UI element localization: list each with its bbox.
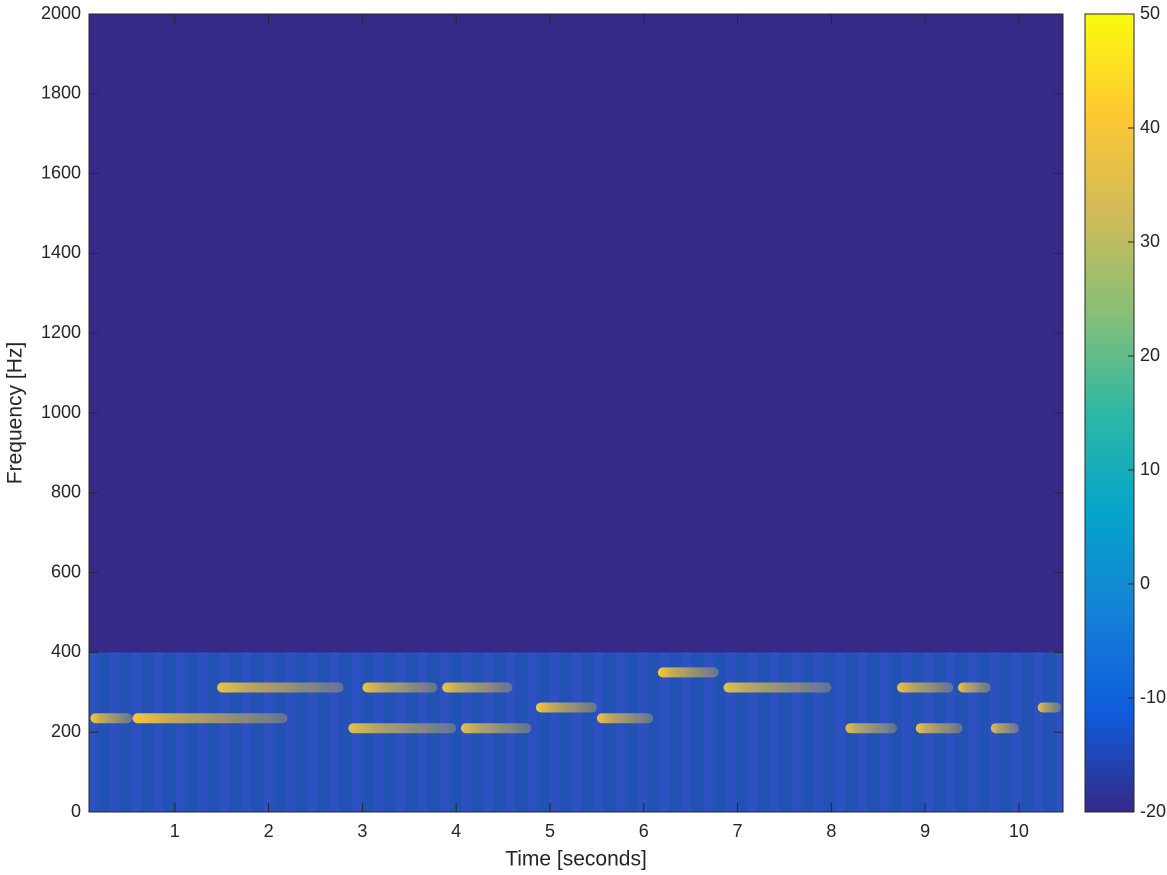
x-tick-label: 9 xyxy=(920,821,930,841)
colorbar-tick-label: 30 xyxy=(1140,231,1160,251)
colorbar-tick-label: -10 xyxy=(1140,687,1166,707)
note xyxy=(348,723,457,734)
note xyxy=(132,713,288,724)
y-tick-label: 1000 xyxy=(41,402,81,422)
note xyxy=(957,682,991,693)
note xyxy=(442,682,513,693)
x-tick-label: 7 xyxy=(733,821,743,841)
colorbar-tick-label: 50 xyxy=(1140,3,1160,23)
y-tick-label: 1800 xyxy=(41,83,81,103)
x-tick-label: 6 xyxy=(639,821,649,841)
note xyxy=(596,713,654,724)
colorbar-tick-label: 10 xyxy=(1140,459,1160,479)
colorbar-tick-label: 40 xyxy=(1140,117,1160,137)
x-axis-label: Time [seconds] xyxy=(505,848,647,871)
note xyxy=(723,682,832,693)
x-tick-label: 5 xyxy=(545,821,555,841)
note xyxy=(1037,702,1062,713)
y-tick-label: 2000 xyxy=(41,3,81,23)
note xyxy=(535,702,597,713)
note xyxy=(657,667,719,678)
note xyxy=(896,682,954,693)
note xyxy=(90,713,133,724)
x-tick-label: 3 xyxy=(357,821,367,841)
colorbar xyxy=(1084,13,1135,813)
y-axis-label: Frequency [Hz] xyxy=(4,342,27,484)
note xyxy=(362,682,438,693)
x-tick-label: 8 xyxy=(826,821,836,841)
x-tick-label: 1 xyxy=(170,821,180,841)
note xyxy=(845,723,897,734)
y-tick-label: 600 xyxy=(51,561,81,581)
y-tick-label: 800 xyxy=(51,482,81,502)
y-tick-label: 1400 xyxy=(41,242,81,262)
y-tick-label: 0 xyxy=(71,801,81,821)
x-tick-label: 4 xyxy=(451,821,461,841)
y-tick-label: 1600 xyxy=(41,162,81,182)
y-tick-label: 200 xyxy=(51,721,81,741)
note xyxy=(217,682,344,693)
note xyxy=(990,723,1019,734)
note xyxy=(915,723,963,734)
y-tick-label: 400 xyxy=(51,641,81,661)
x-tick-label: 2 xyxy=(264,821,274,841)
colorbar-tick-label: -20 xyxy=(1140,801,1166,821)
note xyxy=(460,723,532,734)
y-tick-label: 1200 xyxy=(41,322,81,342)
x-tick-label: 10 xyxy=(1009,821,1029,841)
colorbar-tick-label: 20 xyxy=(1140,345,1160,365)
band-texture xyxy=(89,652,1063,812)
colorbar-tick-label: 0 xyxy=(1140,573,1150,593)
